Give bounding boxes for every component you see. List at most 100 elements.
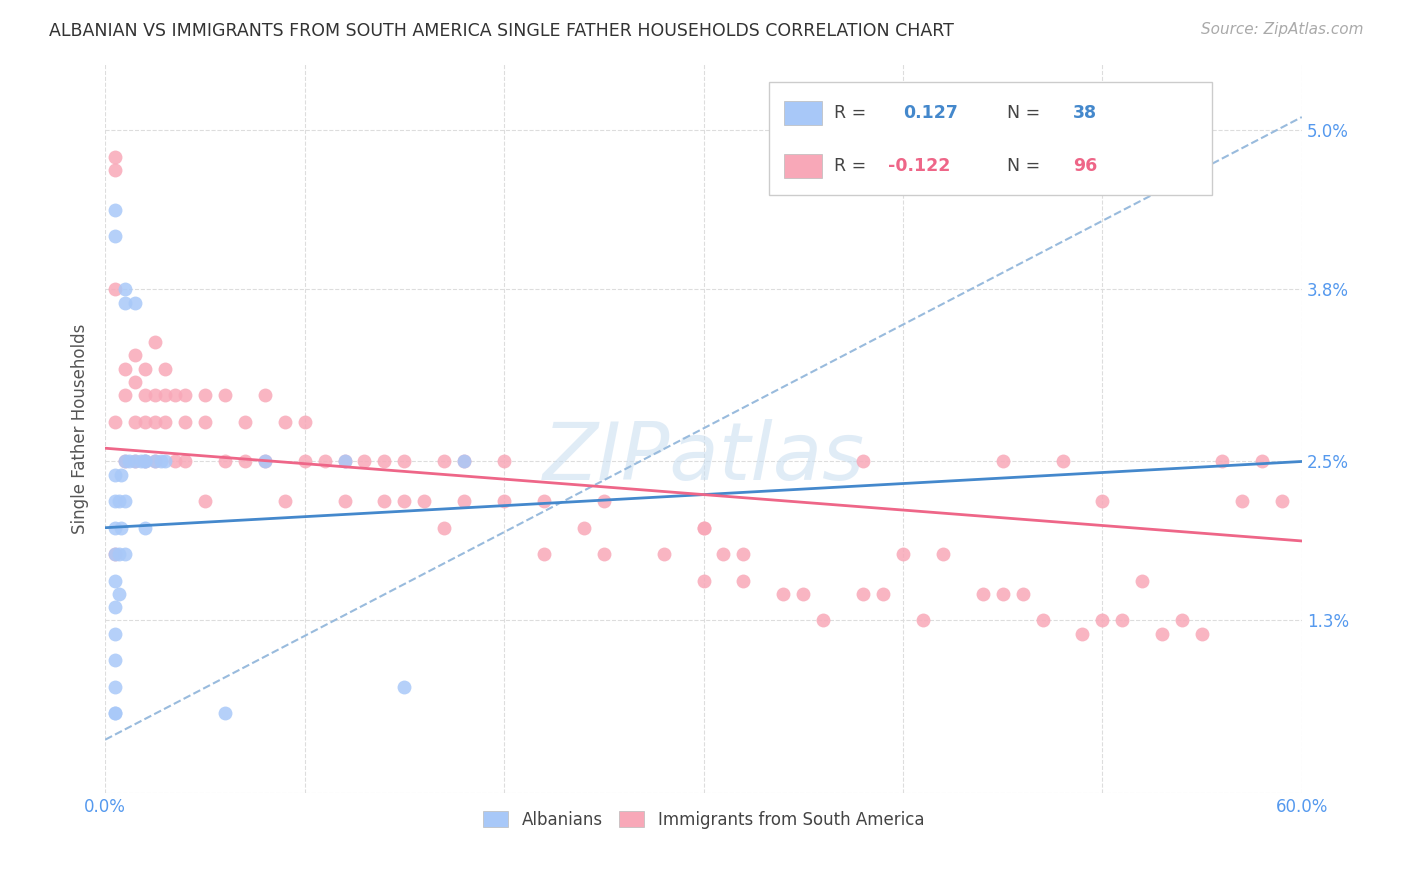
Point [174,388,197,402]
Point [433,521,456,535]
Text: -0.122: -0.122 [887,157,950,175]
Point [104,282,127,296]
Point [991,587,1014,601]
Point [134,454,156,468]
Point [114,361,136,376]
Point [772,587,794,601]
Point [104,521,127,535]
Point [194,388,217,402]
Point [153,361,176,376]
Point [104,163,127,178]
Point [692,521,714,535]
Point [214,388,236,402]
Point [1032,614,1054,628]
Point [110,521,132,535]
Point [194,415,217,429]
Point [214,454,236,468]
Point [652,547,675,561]
Point [1211,454,1233,468]
Point [118,454,141,468]
Point [153,388,176,402]
Point [692,521,714,535]
Point [114,454,136,468]
Point [104,706,127,721]
Point [114,494,136,508]
Point [852,587,875,601]
Point [163,454,186,468]
Point [733,574,755,588]
Point [1171,614,1194,628]
Point [1071,626,1094,640]
Point [273,494,295,508]
Point [214,706,236,721]
Point [394,494,416,508]
Point [333,494,356,508]
Point [394,454,416,468]
Point [1130,574,1153,588]
Point [991,454,1014,468]
Point [104,706,127,721]
Point [134,415,156,429]
Point [124,454,146,468]
Point [1191,626,1213,640]
Point [150,454,173,468]
Point [143,388,166,402]
Point [932,547,955,561]
Point [572,521,595,535]
Point [1091,494,1114,508]
Point [104,229,127,244]
Text: 0.127: 0.127 [904,103,959,122]
Point [353,454,375,468]
Point [1052,454,1074,468]
Point [108,587,131,601]
Point [104,415,127,429]
Point [134,361,156,376]
Point [124,375,146,389]
Point [533,547,555,561]
Point [453,454,475,468]
Point [124,415,146,429]
Point [294,415,316,429]
Text: N =: N = [1008,157,1046,175]
Point [733,547,755,561]
Point [494,494,516,508]
Point [104,574,127,588]
Point [253,454,276,468]
Point [373,494,395,508]
Point [129,454,152,468]
Point [134,454,156,468]
Text: ZIPatlas: ZIPatlas [543,418,865,497]
Text: 38: 38 [1073,103,1098,122]
Point [114,454,136,468]
Text: N =: N = [1008,103,1046,122]
Point [592,547,614,561]
Point [1152,626,1174,640]
Point [163,388,186,402]
Point [124,454,146,468]
Point [104,467,127,482]
Point [104,150,127,164]
Point [891,547,914,561]
Point [153,454,176,468]
Point [972,587,994,601]
Point [153,415,176,429]
Point [433,454,456,468]
Point [1111,614,1133,628]
Point [104,680,127,694]
Point [174,454,197,468]
Point [911,614,934,628]
Point [194,494,217,508]
Point [394,680,416,694]
Point [104,494,127,508]
Point [294,454,316,468]
Point [533,494,555,508]
Point [143,415,166,429]
Point [114,295,136,310]
Point [134,454,156,468]
Point [373,454,395,468]
Point [413,494,436,508]
Bar [783,154,823,178]
Point [253,454,276,468]
Point [104,653,127,667]
Point [108,494,131,508]
